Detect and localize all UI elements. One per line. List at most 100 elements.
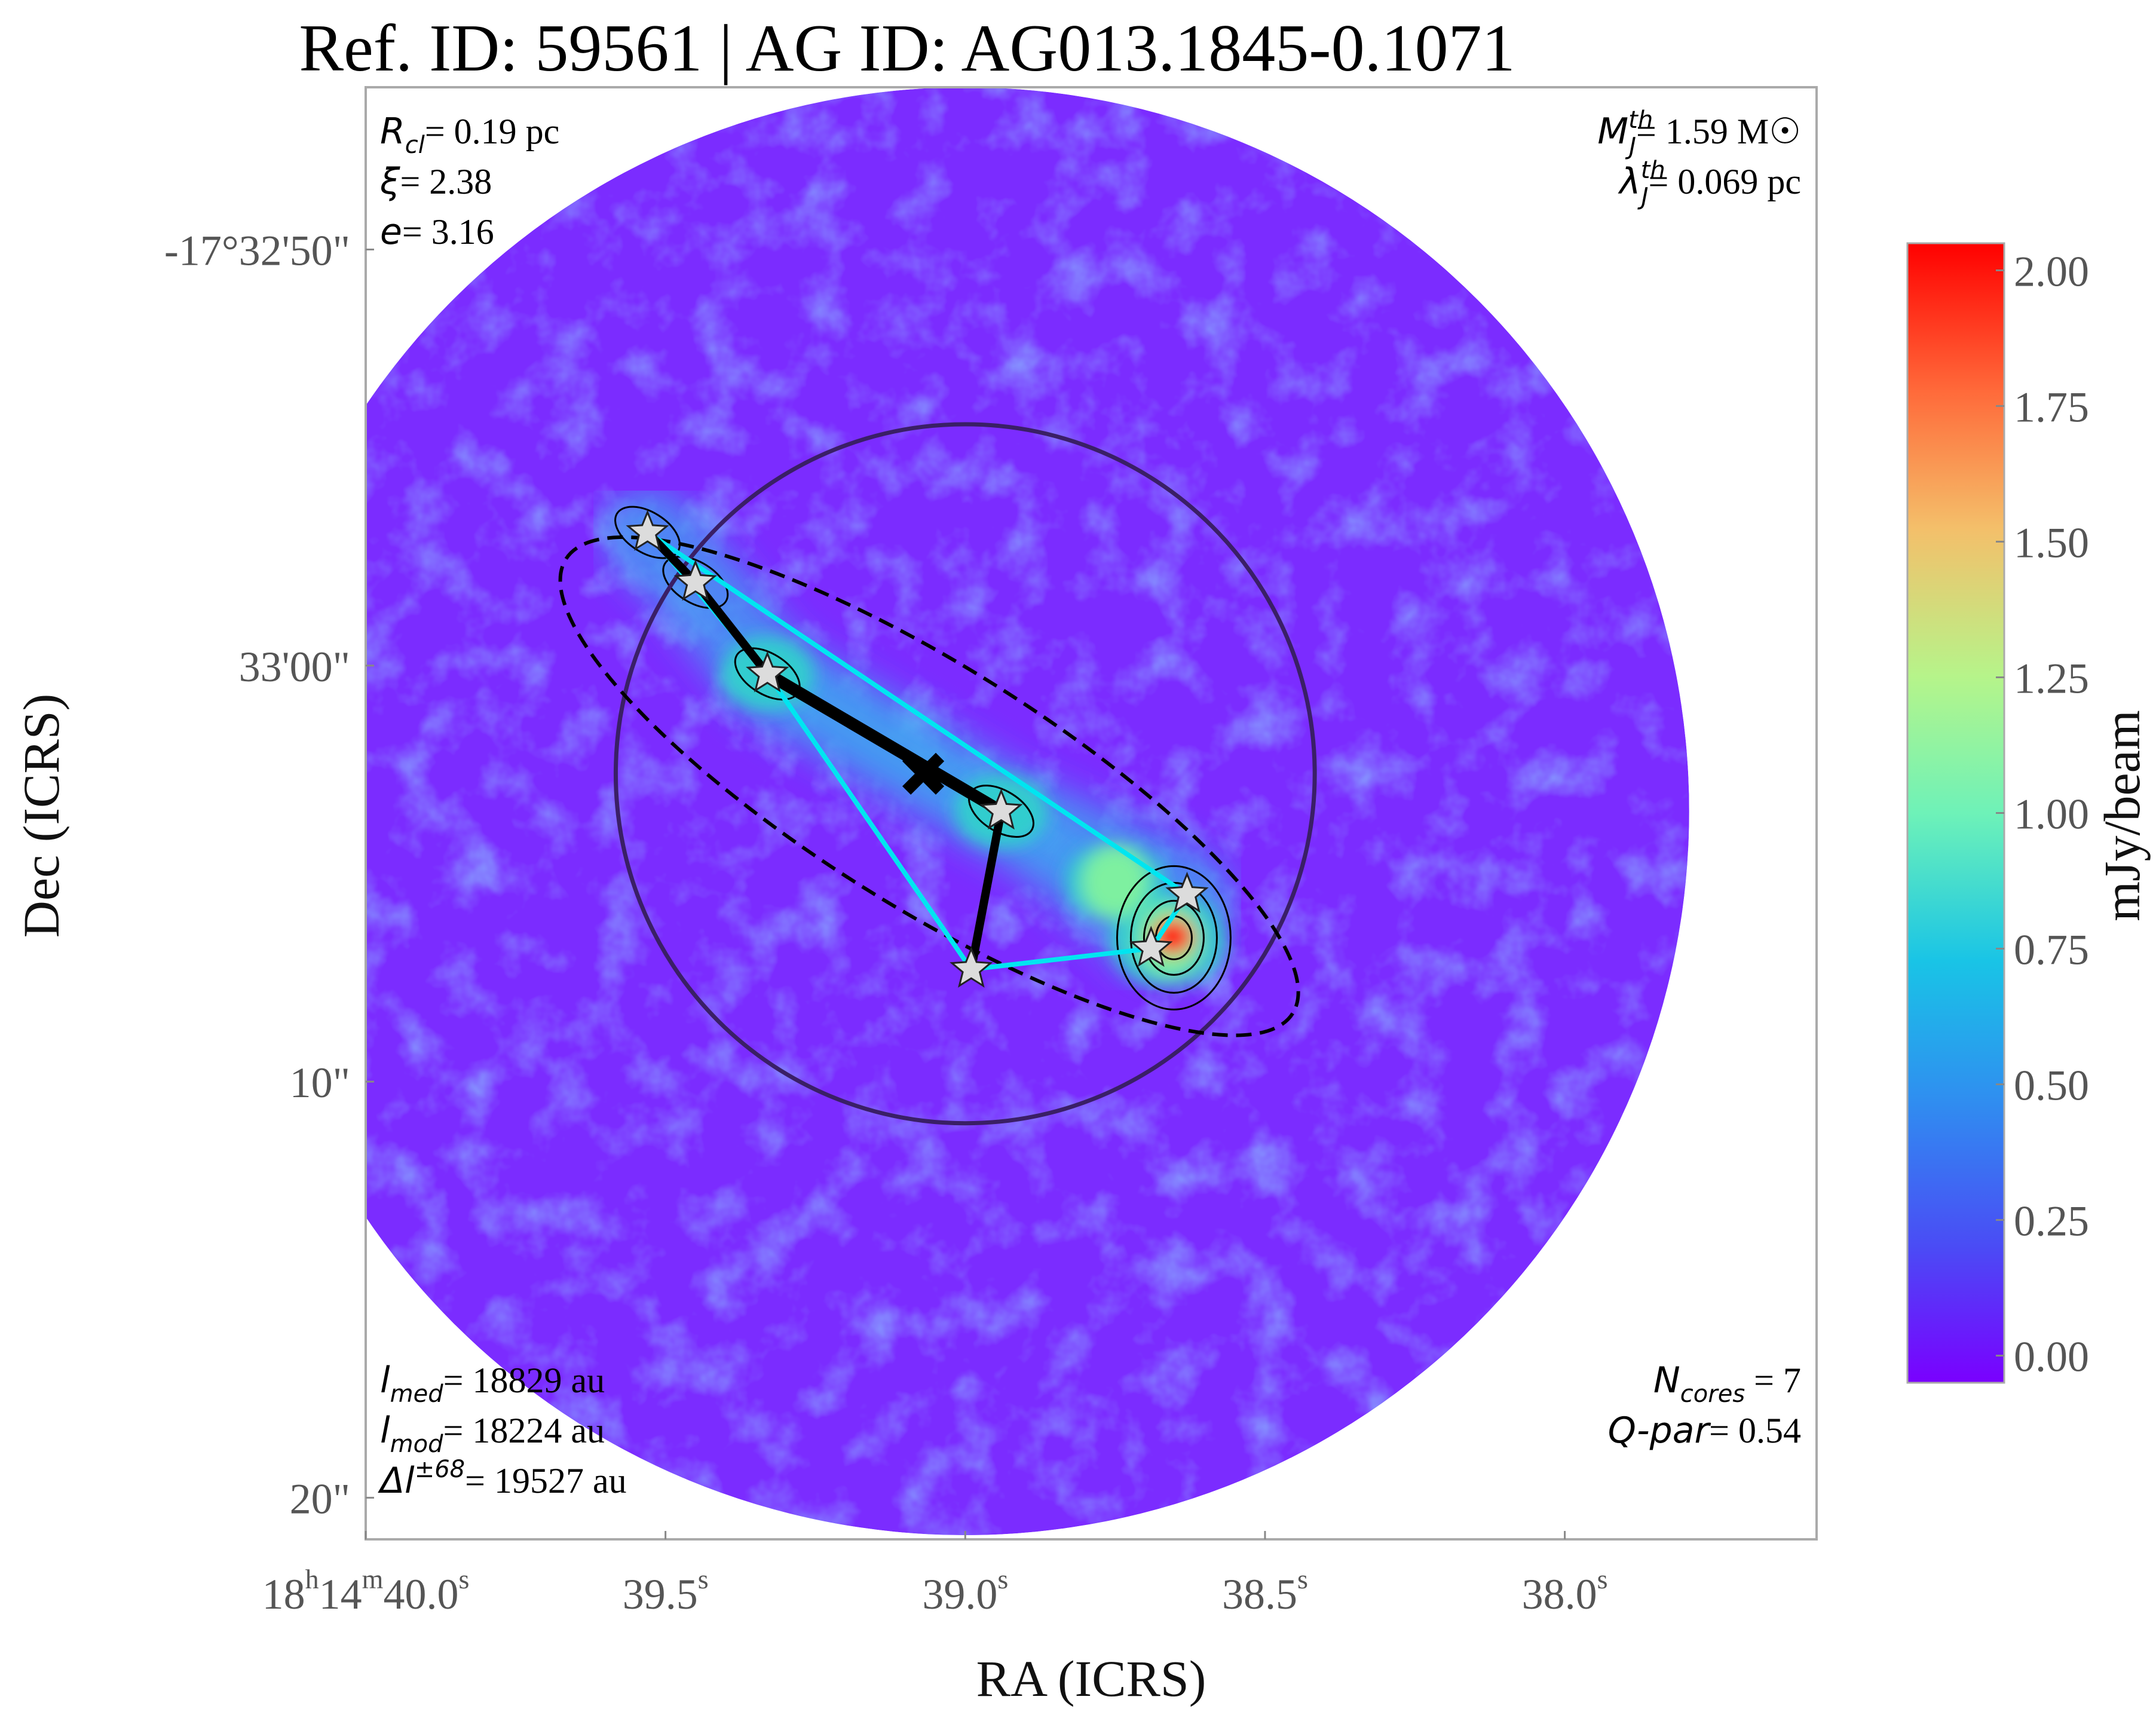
x-tick-sup: s <box>458 1564 469 1594</box>
x-tick-main: 14 <box>319 1570 362 1618</box>
x-tick-sup: s <box>1597 1564 1608 1594</box>
fov-circle <box>613 422 1317 1126</box>
annotation-sup: th <box>1641 157 1665 184</box>
core-star <box>950 947 993 988</box>
hull-edge <box>765 672 973 971</box>
x-tick-sup: h <box>305 1564 319 1594</box>
colorbar-tick-label: 1.00 <box>2014 791 2089 838</box>
plot-frame <box>365 86 1818 1541</box>
y-axis-ticks: -17°32'50" 33'00" 10" 20" <box>164 227 374 1523</box>
mst-edge <box>967 807 1006 974</box>
mst-midpoint-x <box>902 752 945 795</box>
annotation-line: Mth J= 1.59 M☉ <box>1597 106 1801 160</box>
x-tick-main: 39.0 <box>922 1570 997 1618</box>
core-star <box>1165 871 1209 913</box>
annotation-symbol: R <box>380 111 405 152</box>
annotation-symbol: l <box>380 1359 390 1401</box>
core-markers <box>626 509 1209 988</box>
x-tick-label: 39.0s <box>922 1564 1008 1618</box>
y-tick-label: 10" <box>290 1059 350 1107</box>
x-tick-main: 38.5 <box>1222 1570 1297 1618</box>
annotation-line: Δl±68= 19527 au <box>378 1456 627 1502</box>
annotation-symbol: N <box>1653 1359 1680 1401</box>
contour-line <box>1116 865 1232 1010</box>
annotation-line: Ncores = 7 <box>1653 1359 1801 1408</box>
y-tick-label: 20" <box>290 1475 350 1523</box>
colorbar-label: mJy/beam <box>2093 710 2151 921</box>
y-tick-label: -17°32'50" <box>164 227 350 275</box>
annotation-bottom-right: Ncores = 7Q-par= 0.54 <box>1608 1359 1801 1451</box>
y-tick-label: 33'00" <box>239 643 350 691</box>
colorbar-tick-label: 2.00 <box>2014 247 2089 295</box>
x-tick-main: 18 <box>262 1570 305 1618</box>
annotation-value: = 0.069 pc <box>1649 162 1801 201</box>
annotation-symbol: l <box>380 1410 390 1451</box>
contour-line <box>1143 899 1205 976</box>
x-tick-sup: s <box>1297 1564 1308 1594</box>
colorbar-tick-label: 1.75 <box>2014 383 2089 431</box>
core-star <box>626 509 669 551</box>
y-axis-label: Dec (ICRS) <box>13 694 70 938</box>
annotation-top-left: Rcl= 0.19 pcξ= 2.38e= 3.16 <box>379 111 559 253</box>
annotation-line: e= 3.16 <box>380 211 494 253</box>
colorbar-tick-label: 0.75 <box>2014 926 2089 974</box>
x-tick-main: 40.0 <box>383 1570 458 1618</box>
annotation-value: = 0.54 <box>1709 1411 1801 1450</box>
x-tick-label: 38.0s <box>1522 1564 1608 1618</box>
colorbar-tick-label: 0.25 <box>2014 1198 2089 1245</box>
x-axis-label: RA (ICRS) <box>976 1650 1206 1707</box>
annotation-line: λth J= 0.069 pc <box>1618 157 1801 210</box>
colorbar-tick-label: 0.00 <box>2014 1333 2089 1381</box>
annotation-symbol: Q-par <box>1608 1410 1711 1451</box>
x-tick-label: 18h14m40.0s <box>262 1564 470 1618</box>
colorbar-ticks: 0.00 0.25 0.50 0.75 1.00 1.25 1.50 1.75 2.00 <box>1996 247 2089 1381</box>
contour-layer <box>614 506 1232 1010</box>
annotation-value: = 19527 au <box>465 1461 626 1500</box>
annotation-symbol: λ <box>1618 161 1641 203</box>
annotation-line: lmed= 18829 au <box>380 1359 605 1408</box>
annotation-value: = 0.19 pc <box>425 112 559 151</box>
annotation-value: = 2.38 <box>400 162 492 201</box>
x-tick-sup: m <box>362 1564 384 1594</box>
annotation-symbol: ξ <box>379 161 400 203</box>
annotation-sup: th <box>1628 106 1653 134</box>
emission-blob-bright <box>1082 846 1149 918</box>
colorbar <box>1906 242 2005 1384</box>
core-star <box>1129 926 1173 967</box>
annotation-value: = 1.59 M☉ <box>1636 112 1801 151</box>
annotation-top-right: Mth J= 1.59 M☉λth J= 0.069 pc <box>1597 106 1801 210</box>
cluster-ellipse <box>558 535 1300 1037</box>
x-tick-main: 39.5 <box>623 1570 698 1618</box>
annotation-symbol: M <box>1597 111 1628 152</box>
hull-edge <box>970 946 1152 972</box>
x-tick-sup: s <box>997 1564 1008 1594</box>
core-star <box>746 651 789 693</box>
chart-title: Ref. ID: 59561 | AG ID: AG013.1845-0.107… <box>299 11 1515 85</box>
x-tick-main: 38.0 <box>1522 1570 1597 1618</box>
map-area <box>366 87 1689 1536</box>
core-star <box>673 559 718 601</box>
annotation-value: = 18224 au <box>443 1411 605 1450</box>
colorbar-tick-label: 1.50 <box>2014 519 2089 566</box>
hull-edge <box>646 530 1189 897</box>
contour-line <box>662 556 729 609</box>
annotation-line: Rcl= 0.19 pc <box>380 111 559 159</box>
annotation-symbol: Δl <box>378 1460 415 1502</box>
colorbar-tick-label: 0.50 <box>2014 1062 2089 1110</box>
mst-edge <box>761 667 1007 817</box>
colorbar-tick-label: 1.25 <box>2014 654 2089 702</box>
annotation-value: = 7 <box>1745 1361 1801 1400</box>
annotation-value: = 18829 au <box>443 1361 605 1400</box>
x-tick-sup: s <box>698 1564 709 1594</box>
annotation-sub: cl <box>405 131 425 159</box>
x-axis-ticks: 18h14m40.0s 39.5s 39.0s 38.5s 38.0s <box>262 1531 1608 1618</box>
mst-midpoint-marker <box>902 752 945 795</box>
annotation-sub: cores <box>1680 1380 1745 1408</box>
annotation-sub: med <box>390 1380 444 1408</box>
annotation-sub: mod <box>390 1431 443 1458</box>
annotation-symbol: e <box>380 211 402 253</box>
annotation-sup: ±68 <box>415 1456 465 1483</box>
core-star <box>979 788 1023 830</box>
